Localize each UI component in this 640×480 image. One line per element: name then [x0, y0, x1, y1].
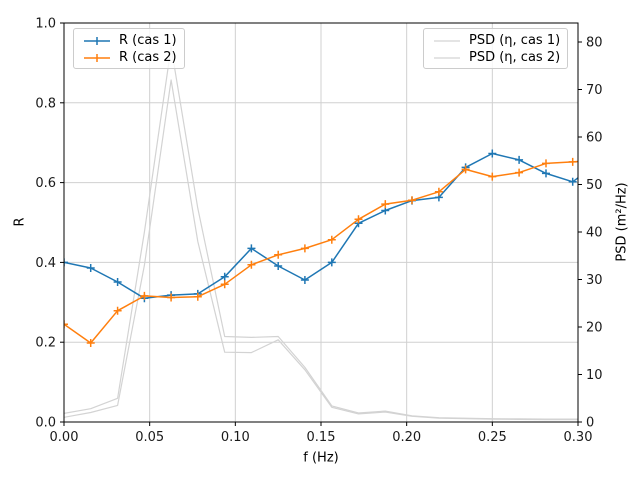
svg-text:0.6: 0.6: [35, 176, 56, 191]
svg-text:30: 30: [586, 273, 603, 288]
svg-text:0.0: 0.0: [35, 416, 56, 431]
legend-label-r-cas2: R (cas 2): [119, 50, 177, 65]
legend-label-psd-cas1: PSD (η, cas 1): [469, 33, 561, 48]
legend-item-r-cas1: R (cas 1): [83, 33, 177, 49]
svg-text:0.2: 0.2: [35, 336, 56, 351]
legend-line-sample-psd-cas1: [434, 40, 460, 42]
svg-text:0.05: 0.05: [135, 430, 164, 445]
svg-text:0.15: 0.15: [307, 430, 336, 445]
tick-labels: 0.00 0.05 0.10 0.15 0.20 0.25 0.30 0.0 0.2 0.4 0.6…: [35, 17, 602, 446]
svg-text:50: 50: [586, 178, 603, 193]
series-r-cas-1-: [64, 149, 578, 303]
legend-label-psd-cas2: PSD (η, cas 2): [469, 50, 561, 65]
y-axis-label-right: PSD (m²/Hz): [614, 182, 630, 262]
x-axis-label: f (Hz): [303, 450, 339, 466]
legend-item-r-cas2: R (cas 2): [83, 50, 177, 66]
svg-text:0: 0: [586, 416, 594, 431]
svg-text:0.8: 0.8: [35, 96, 56, 111]
svg-text:0.10: 0.10: [221, 430, 250, 445]
legend-psd: PSD (η, cas 1) PSD (η, cas 2): [423, 28, 568, 69]
svg-text:80: 80: [586, 36, 603, 51]
svg-text:0.30: 0.30: [564, 430, 593, 445]
svg-text:10: 10: [586, 368, 603, 383]
legend-item-psd-cas1: PSD (η, cas 1): [433, 33, 561, 49]
svg-text:40: 40: [586, 226, 603, 241]
svg-text:0.00: 0.00: [50, 430, 79, 445]
svg-text:1.0: 1.0: [35, 17, 56, 32]
svg-text:20: 20: [586, 321, 603, 336]
legend-line-sample-psd-cas2: [434, 57, 460, 59]
legend-r: R (cas 1) R (cas 2): [73, 28, 185, 69]
legend-line-sample-r-cas2: [84, 54, 110, 62]
tick-marks: [60, 22, 582, 426]
svg-text:60: 60: [586, 131, 603, 146]
svg-text:0.4: 0.4: [35, 256, 56, 271]
gridlines: [64, 23, 578, 422]
legend-label-r-cas1: R (cas 1): [119, 33, 177, 48]
svg-text:70: 70: [586, 83, 603, 98]
legend-line-sample-r-cas1: [84, 37, 110, 45]
y-axis-label-left: R: [12, 217, 28, 227]
series-psd-cas-2-: [64, 79, 578, 421]
svg-text:0.20: 0.20: [392, 430, 421, 445]
series-r-cas-2-: [64, 157, 578, 347]
legend-item-psd-cas2: PSD (η, cas 2): [433, 50, 561, 66]
svg-text:0.25: 0.25: [478, 430, 507, 445]
